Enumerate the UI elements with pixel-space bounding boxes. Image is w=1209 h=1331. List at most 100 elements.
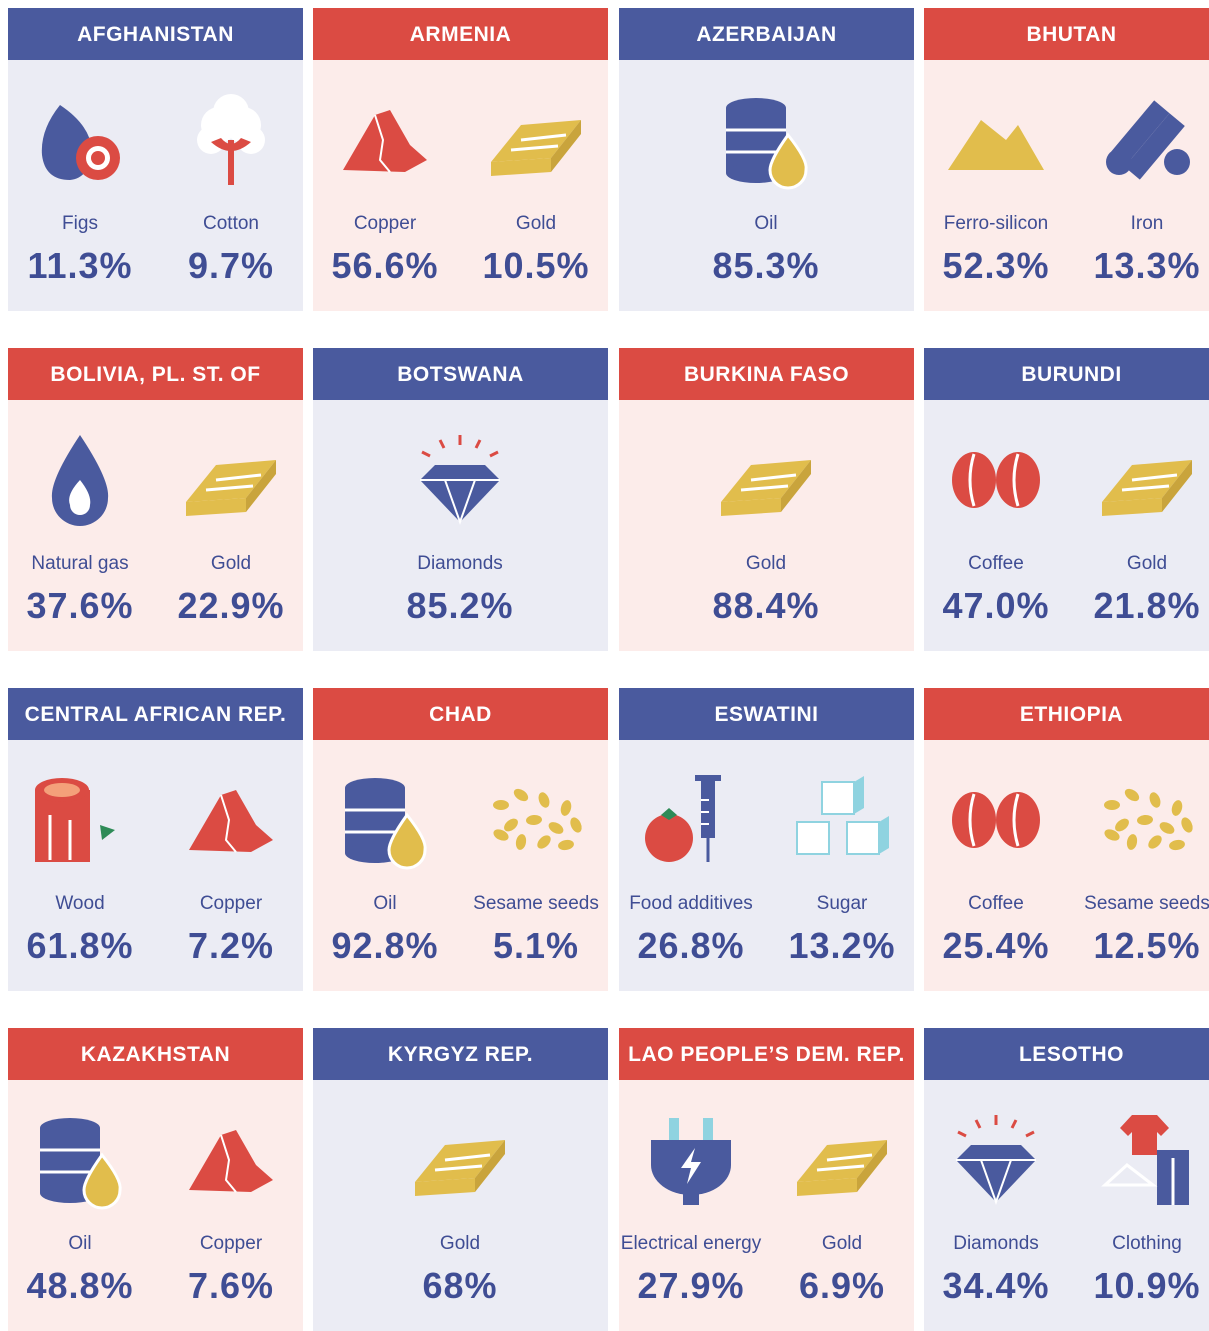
product-icon [493,788,582,851]
card-body: Oil 92.8% Sesame seeds 5.1% [313,740,608,991]
product-icon [197,94,265,185]
product-label: Food additives [629,893,753,914]
card-body: Oil 85.3% [619,60,914,311]
product-share: 26.8% [637,925,745,966]
product-icon [796,776,889,855]
country-card: BHUTAN Ferro-silicon 52.3% Iron 13.3% [924,8,1209,311]
country-card: KAZAKHSTAN Oil 48.8% Copper 7.6% [8,1028,303,1331]
country-card: BURUNDI Coffee 47.0% Gold 21.8% [924,348,1209,651]
product-label: Ferro-silicon [943,213,1049,234]
country-name: BURKINA FASO [619,348,914,400]
product-share: 9.7% [187,245,275,286]
product-label: Figs [62,213,98,234]
product-icon [40,1118,122,1210]
country-name: LAO PEOPLE’S DEM. REP. [619,1028,914,1080]
country-name: KAZAKHSTAN [8,1028,303,1080]
card-body: Diamonds 85.2% [313,400,608,651]
card-body: Food additives 26.8% Sugar 13.2% [619,740,914,991]
product-label: Gold [745,553,787,574]
product-share: 12.5% [1093,925,1201,966]
country-card: KYRGYZ REP. Gold 68% [313,1028,608,1331]
country-name: CHAD [313,688,608,740]
card-body: Ferro-silicon 52.3% Iron 13.3% [924,60,1209,311]
product-share: 37.6% [26,585,134,626]
product-icon [1101,1115,1189,1205]
card-body: Gold 68% [313,1080,608,1331]
product-share: 85.3% [712,245,820,286]
product-label: Oil [68,1233,92,1254]
product-share: 56.6% [331,245,439,286]
product-label: Natural gas [31,553,129,574]
product-icon [956,1115,1036,1205]
product-label: Copper [199,893,263,914]
country-card: CENTRAL AFRICAN REP. Wood 61.8% Copper 7.2% [8,688,303,991]
country-card: ETHIOPIA Coffee 25.4% Sesame seeds 12.5% [924,688,1209,991]
product-label: Diamonds [953,1233,1039,1254]
product-share: 61.8% [26,925,134,966]
product-label: Sugar [816,893,868,914]
country-name: CENTRAL AFRICAN REP. [8,688,303,740]
product-share: 88.4% [712,585,820,626]
product-share: 25.4% [942,925,1050,966]
country-name: BURUNDI [924,348,1209,400]
product-label: Gold [210,553,252,574]
product-share: 7.2% [187,925,275,966]
country-name: ARMENIA [313,8,608,60]
card-body: Oil 48.8% Copper 7.6% [8,1080,303,1331]
card-body: Gold 88.4% [619,400,914,651]
product-label: Sesame seeds [1084,893,1209,914]
product-icon [645,775,721,862]
card-body: Figs 11.3% Cotton 9.7% [8,60,303,311]
country-name: KYRGYZ REP. [313,1028,608,1080]
product-share: 5.1% [492,925,580,966]
product-label: Oil [754,213,778,234]
product-icon [343,110,427,173]
product-share: 6.9% [798,1265,886,1306]
product-icon [1102,460,1192,516]
product-icon [420,435,500,525]
product-label: Iron [1130,213,1164,234]
card-body: Coffee 47.0% Gold 21.8% [924,400,1209,651]
product-share: 11.3% [27,245,133,286]
country-name: ETHIOPIA [924,688,1209,740]
product-label: Gold [439,1233,481,1254]
product-share: 10.5% [482,245,590,286]
country-card: BOTSWANA Diamonds 85.2% [313,348,608,651]
product-icon [952,452,1040,508]
product-share: 68% [422,1265,498,1306]
product-label: Copper [353,213,417,234]
product-label: Sesame seeds [473,893,599,914]
product-icon [952,792,1040,848]
product-label: Coffee [968,893,1024,914]
product-label: Copper [199,1233,263,1254]
country-card: ARMENIA Copper 56.6% Gold 10.5% [313,8,608,311]
product-label: Electrical energy [620,1233,762,1254]
country-card: ESWATINI Food additives 26.8% Sugar 13.2% [619,688,914,991]
card-body: Natural gas 37.6% Gold 22.9% [8,400,303,651]
product-share: 13.2% [788,925,896,966]
product-icon [1106,100,1190,180]
product-icon [491,120,581,176]
country-name: AFGHANISTAN [8,8,303,60]
product-icon [186,460,276,516]
product-label: Clothing [1112,1233,1182,1254]
product-share: 52.3% [942,245,1050,286]
country-card: BOLIVIA, PL. ST. OF Natural gas 37.6% Gold 2… [8,348,303,651]
product-icon [1104,788,1193,851]
country-card: AZERBAIJAN Oil 85.3% [619,8,914,311]
product-label: Gold [821,1233,863,1254]
product-icon [35,778,115,862]
product-share: 85.2% [406,585,514,626]
product-icon [415,1140,505,1196]
card-body: Coffee 25.4% Sesame seeds 12.5% [924,740,1209,991]
product-share: 10.9% [1093,1265,1201,1306]
product-share: 13.3% [1093,245,1201,286]
product-share: 47.0% [942,585,1050,626]
product-label: Cotton [203,213,259,234]
country-card: LAO PEOPLE’S DEM. REP. Electrical energy 2… [619,1028,914,1331]
product-label: Gold [515,213,557,234]
product-share: 27.9% [637,1265,745,1306]
product-icon [51,435,109,526]
country-card: BURKINA FASO Gold 88.4% [619,348,914,651]
